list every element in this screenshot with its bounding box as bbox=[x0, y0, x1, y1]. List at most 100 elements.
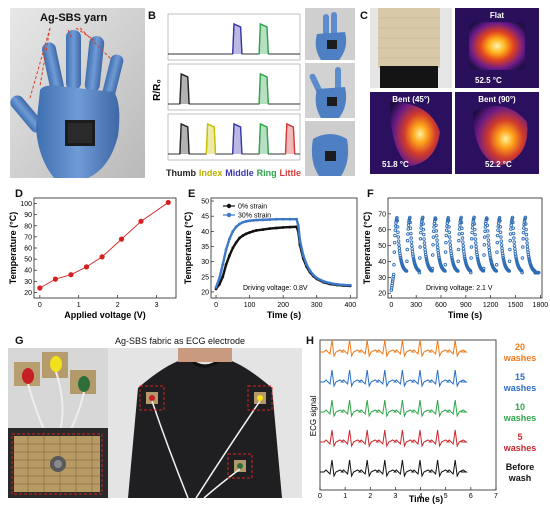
f-data-point bbox=[482, 253, 486, 257]
panel-label-h: H bbox=[306, 335, 314, 347]
f-data-point bbox=[456, 269, 460, 273]
f-data-point bbox=[462, 254, 467, 259]
y-axis-label: Temperature (°C) bbox=[8, 212, 18, 284]
thermal-bent-45-temp: 51.8 °C bbox=[382, 160, 409, 169]
b-peak-index bbox=[205, 122, 217, 155]
x-tick-label: 1 bbox=[77, 302, 81, 309]
b-peak-little bbox=[284, 122, 296, 155]
f-data-point bbox=[457, 238, 461, 243]
y-axis-label: Temperature (°C) bbox=[362, 212, 372, 284]
f-data-point bbox=[422, 241, 427, 245]
thermal-bent-90: Bent (90°) 52.2 °C bbox=[455, 92, 539, 174]
f-data-point bbox=[419, 230, 423, 235]
e-annotation: Driving voltage: 0.8V bbox=[243, 285, 308, 292]
e-data-point bbox=[298, 239, 302, 242]
f-data-point bbox=[494, 269, 499, 273]
f-data-point bbox=[391, 272, 396, 277]
finger-name-little: Little bbox=[279, 168, 301, 178]
e-data-point bbox=[224, 263, 228, 267]
f-data-point bbox=[470, 226, 475, 230]
x-tick-label: 1500 bbox=[508, 302, 524, 309]
h-trace-label: 5 bbox=[517, 432, 522, 442]
panel-label-g: G bbox=[15, 335, 24, 347]
e-data-point bbox=[311, 273, 315, 277]
f-data-point bbox=[485, 217, 489, 221]
y-axis-label: Temperature (°C) bbox=[183, 212, 193, 284]
e-data-point bbox=[231, 246, 235, 250]
e-data-point bbox=[261, 218, 265, 222]
thermal-flat-temp: 52.5 °C bbox=[475, 76, 502, 85]
f-data-point bbox=[486, 234, 490, 238]
f-data-point bbox=[512, 236, 516, 240]
f-data-point bbox=[498, 230, 503, 234]
f-data-point bbox=[423, 247, 427, 252]
thermal-bent-45: Bent (45°) 51.8 °C bbox=[370, 92, 452, 174]
y-tick-label: 40 bbox=[24, 268, 32, 275]
f-data-point bbox=[501, 254, 505, 258]
finger-name-thumb: Thumb bbox=[166, 168, 196, 178]
b-row-frame bbox=[167, 13, 301, 61]
f-data-point bbox=[406, 223, 411, 227]
f-data-point bbox=[469, 256, 473, 260]
f-data-point bbox=[448, 246, 453, 250]
f-data-point bbox=[511, 226, 515, 230]
h-x-tick-label: 4 bbox=[419, 493, 423, 500]
f-data-point bbox=[434, 223, 438, 228]
e-data-point bbox=[244, 232, 248, 236]
f-data-point bbox=[398, 255, 403, 260]
e-data-point bbox=[322, 279, 325, 283]
d-data-point bbox=[37, 285, 43, 291]
f-data-point bbox=[501, 255, 506, 260]
h-trace-label: washes bbox=[503, 413, 537, 423]
f-data-point bbox=[409, 231, 413, 236]
f-data-point bbox=[457, 232, 461, 236]
electrode-leads-photo bbox=[8, 348, 108, 498]
d-data-point bbox=[99, 254, 105, 260]
h-trace-label: wash bbox=[508, 473, 532, 483]
f-data-point bbox=[446, 218, 451, 223]
f-data-point bbox=[424, 255, 428, 259]
f-data-point bbox=[408, 220, 412, 225]
e-data-point bbox=[268, 218, 272, 221]
f-data-point bbox=[496, 228, 500, 232]
f-data-point bbox=[450, 255, 454, 260]
f-data-point bbox=[431, 229, 436, 234]
b-peak-fill-middle bbox=[232, 124, 242, 154]
f-data-point bbox=[448, 243, 453, 247]
f-data-point bbox=[509, 223, 513, 227]
y-tick-label: 20 bbox=[24, 290, 32, 297]
e-data-point bbox=[251, 219, 255, 222]
b-peak-fill-ring bbox=[259, 74, 269, 104]
f-data-point bbox=[521, 237, 525, 241]
f-data-point bbox=[460, 226, 464, 230]
finger-name-middle: Middle bbox=[225, 168, 254, 178]
panel-label-f: F bbox=[367, 188, 374, 200]
f-data-point bbox=[447, 225, 451, 229]
f-data-point bbox=[499, 243, 504, 247]
f-data-point bbox=[514, 256, 518, 260]
f-data-point bbox=[486, 238, 491, 242]
h-plot-frame bbox=[319, 339, 497, 491]
b-peak-ring bbox=[258, 122, 270, 155]
f-data-point bbox=[499, 235, 503, 239]
yarn-label: Ag-SBS yarn bbox=[40, 12, 108, 24]
f-annotation: Driving voltage: 2.1 V bbox=[426, 285, 493, 292]
h-trace-label: washes bbox=[503, 383, 537, 393]
f-data-point bbox=[447, 230, 452, 234]
h-x-tick-label: 3 bbox=[393, 493, 397, 500]
panel-label-c: C bbox=[360, 10, 368, 22]
gesture-photo-1 bbox=[305, 8, 355, 60]
e-data-point bbox=[328, 281, 332, 285]
f-data-point bbox=[526, 247, 530, 252]
f-data-point bbox=[498, 218, 502, 223]
f-data-point bbox=[456, 259, 460, 264]
b-peak-fill-middle bbox=[232, 24, 242, 54]
x-tick-label: 1800 bbox=[533, 302, 548, 309]
f-data-point bbox=[520, 269, 524, 273]
f-data-point bbox=[435, 242, 440, 246]
y-tick-label: 40 bbox=[378, 259, 386, 266]
y-tick-label: 30 bbox=[378, 275, 386, 282]
glove-illustration bbox=[10, 8, 145, 178]
f-data-point bbox=[507, 269, 511, 273]
f-data-point bbox=[510, 215, 515, 220]
